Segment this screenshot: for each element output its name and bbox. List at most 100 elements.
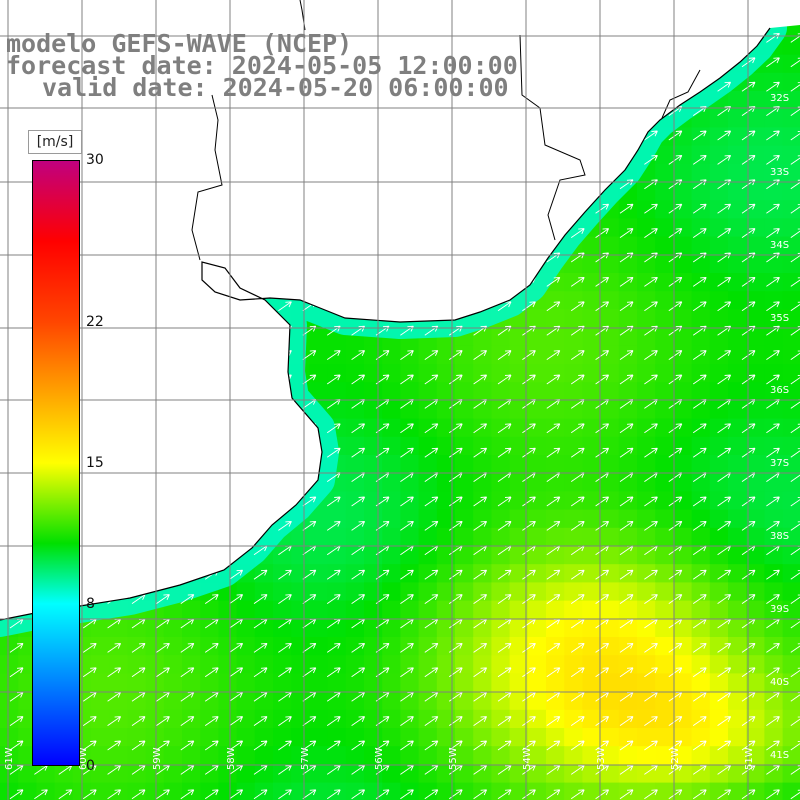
wind-arrow [497,642,512,653]
wind-arrow [546,496,561,507]
wind-arrow [570,301,585,312]
wind-arrow [546,594,561,604]
wind-arrow [619,520,634,531]
wind-arrow [131,642,146,653]
wind-arrow [790,179,800,190]
wind-arrow [400,520,414,531]
wind-arrow [497,667,512,678]
wind-arrow [278,594,292,604]
longitude-labels: 61W 60W 59W 58W 57W 56W 55W 54W 53W 52W 51W [4,747,755,770]
wind-arrow [522,667,536,678]
wind-arrow [229,569,244,580]
wind-arrow [448,594,463,604]
wind-arrow [595,228,610,238]
wind-arrow [546,667,561,678]
wind-arrow [497,423,512,434]
wind-arrow [766,350,780,360]
wind-arrow [448,642,463,653]
wind-arrow [351,642,366,653]
wind-arrow [717,594,732,604]
wind-arrow [717,423,732,434]
wind-arrow [595,789,610,800]
wind-arrow [619,740,634,751]
wind-arrow [473,740,488,751]
wind-arrow [351,423,366,434]
wind-arrow [619,594,634,604]
wind-arrow [644,789,658,800]
wind-arrow [253,667,268,678]
wind-arrow [668,569,683,580]
wind-arrow [692,374,707,385]
wind-arrow [717,203,732,214]
latitude-labels: 32S 33S 34S 35S 36S 37S 38S 39S 40S 41S [770,93,789,761]
wind-arrow [546,350,561,360]
wind-arrow [692,667,707,678]
wind-arrow [595,276,610,287]
wind-arrow [253,642,268,653]
lon-label: 52W [670,747,681,770]
wind-arrow [570,667,585,678]
wind-arrow [546,716,561,726]
colorbar-tick-0: 0 [86,758,95,774]
wind-arrow [522,496,536,507]
wind-arrow [546,276,561,287]
wind-arrow [302,350,317,360]
wind-arrow [424,447,439,458]
wind-arrow [766,130,780,141]
wind-arrow [644,423,658,434]
wind-arrow [302,374,317,385]
wind-arrow [156,740,170,751]
wind-arrow [692,228,707,238]
wind-arrow [229,740,244,751]
wind-arrow [82,740,97,751]
wind-arrow [595,642,610,653]
wind-arrow [570,228,585,238]
wind-arrow [717,740,732,751]
wind-arrow [595,423,610,434]
wind-arrow [156,594,170,604]
wind-arrow [424,789,439,800]
wind-arrow [790,496,800,507]
wind-arrow [522,350,536,360]
wind-arrow [400,740,414,751]
wind-arrow [570,716,585,726]
wind-arrow [766,789,780,800]
wind-arrow [497,520,512,531]
wind-arrow [522,740,536,751]
wind-arrow [790,765,800,775]
wind-arrow [570,447,585,458]
wind-arrow [790,130,800,141]
wind-arrow [717,350,732,360]
wind-arrow [326,740,341,751]
wind-arrow [619,301,634,312]
wind-arrow [595,374,610,385]
wind-arrow [692,203,707,214]
wind-arrow [9,716,24,726]
wind-arrow [570,642,585,653]
wind-arrow [497,569,512,580]
wind-arrow [668,496,683,507]
wind-arrow [717,716,732,726]
wind-arrow [644,154,658,165]
wind-arrow [546,423,561,434]
colorbar-tick-30: 30 [86,152,104,168]
wind-arrow [448,667,463,678]
wind-arrow [790,692,800,702]
wind-arrow [766,716,780,726]
wind-arrow [766,740,780,751]
wind-arrow [790,521,800,531]
wind-arrow [790,57,800,68]
wind-arrow [619,374,634,385]
wind-arrow [668,594,683,604]
wind-arrow [668,276,683,287]
lat-label: 39S [770,604,789,615]
wind-arrow [668,520,683,531]
wind-arrow [473,350,488,360]
wind-arrow [351,520,366,531]
wind-arrow [229,716,244,726]
wind-arrow [9,642,24,653]
wind-arrow [473,496,488,507]
wind-arrow [448,447,463,458]
wind-arrow [180,789,195,800]
